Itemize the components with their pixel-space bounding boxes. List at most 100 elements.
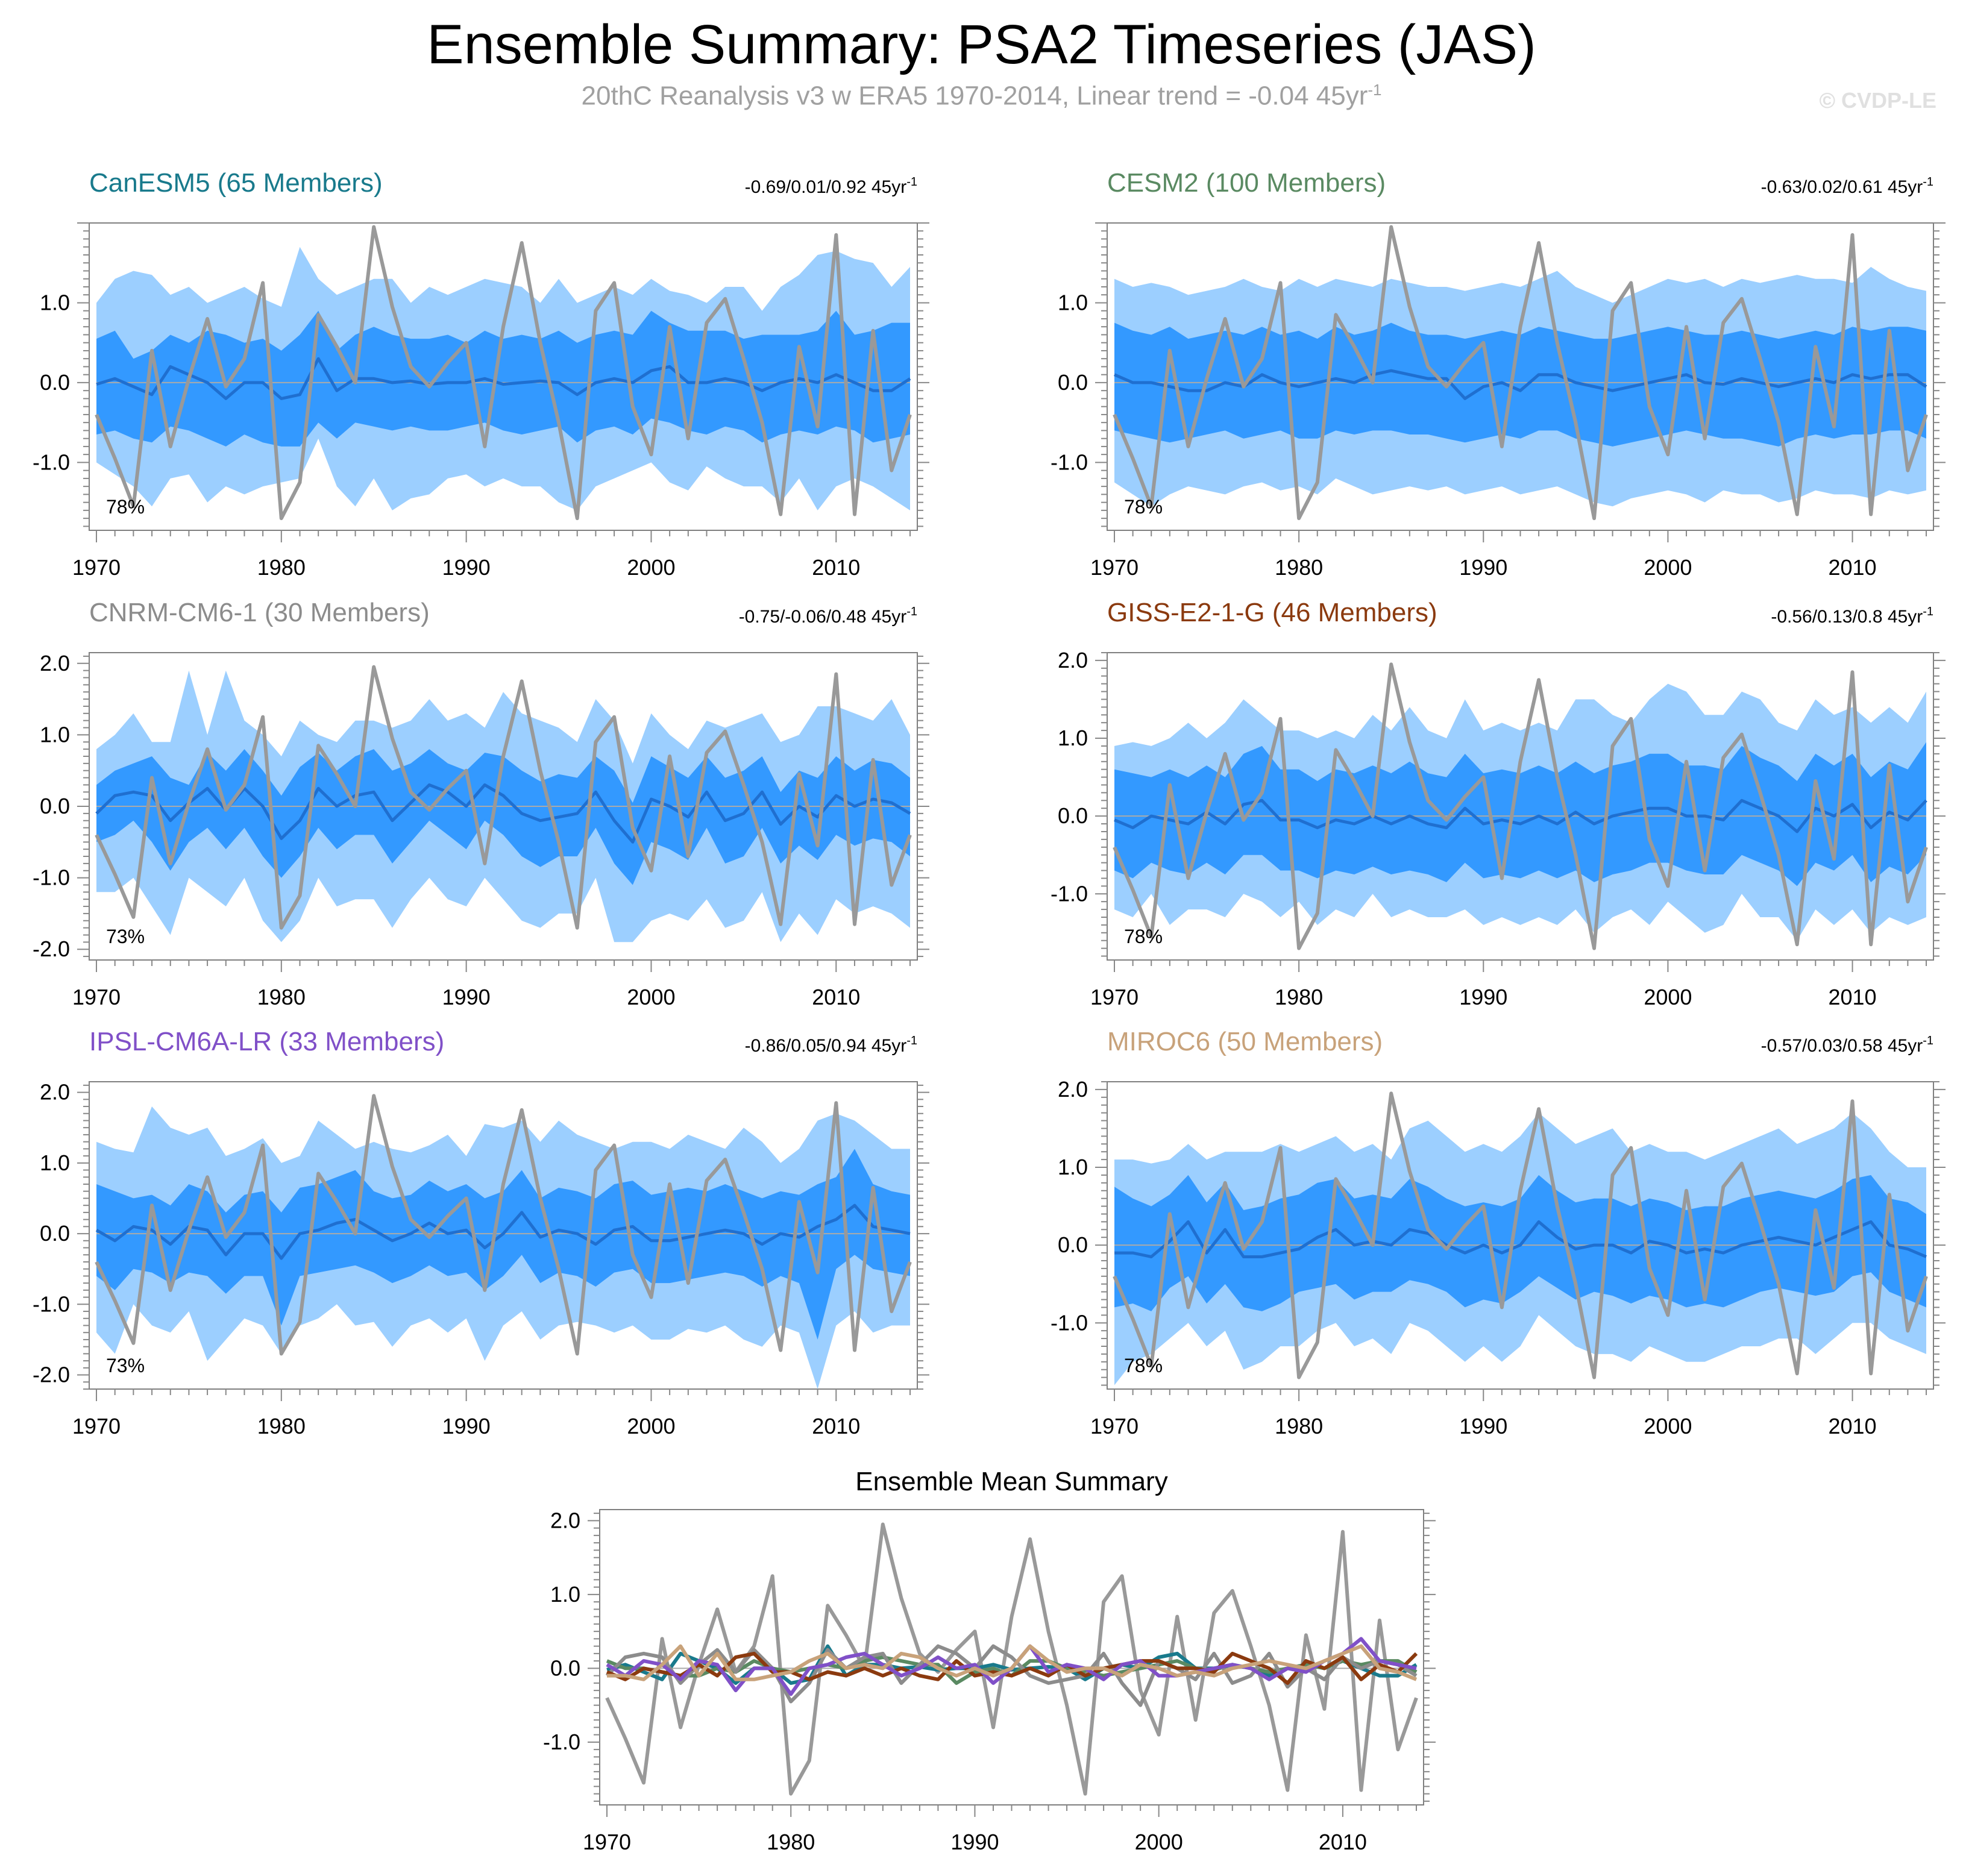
panel-ipsl-cm6a-lr-y-tick-label: -1.0 [33, 1291, 70, 1316]
panel-miroc6-y-tick-label: 2.0 [1058, 1077, 1088, 1102]
panel-cnrm-cm6-1-y-tick-label: 0.0 [40, 794, 70, 818]
panel-giss-e2-1-g-x-tick-label: 2000 [1644, 985, 1692, 1009]
panel-miroc6-title: MIROC6 (50 Members) [1107, 1027, 1383, 1056]
subtitle: 20thC Reanalysis v3 w ERA5 1970-2014, Li… [0, 81, 1963, 111]
panel-canesm5-x-tick-label: 2000 [627, 555, 675, 580]
panel-miroc6-x-tick-label: 2000 [1644, 1414, 1692, 1438]
panel-giss-e2-1-g-percentile-label: 78% [1124, 926, 1163, 947]
panel-cesm2-y-tick-label: 1.0 [1058, 290, 1088, 315]
panel-cesm2-x-tick-label: 1990 [1459, 555, 1507, 580]
panel-canesm5-y-tick-label: -1.0 [33, 450, 70, 474]
panel-miroc6-trend-stats: -0.57/0.03/0.58 45yr-1 [1761, 1034, 1933, 1056]
panel-ipsl-cm6a-lr: IPSL-CM6A-LR (33 Members) -0.86/0.05/0.94… [33, 1027, 929, 1438]
panel-cesm2-x-tick-label: 2010 [1828, 555, 1876, 580]
panel-cnrm-cm6-1-percentile-label: 73% [106, 926, 145, 947]
panel-cnrm-cm6-1-y-tick-label: 1.0 [40, 722, 70, 747]
panel-cnrm-cm6-1-y-tick-label: -2.0 [33, 936, 70, 961]
panel-giss-e2-1-g-y-tick-label: 1.0 [1058, 726, 1088, 750]
panel-miroc6-observed-line [1113, 1091, 1928, 1379]
panel-cesm2-observed-line [1113, 225, 1928, 521]
panel-cnrm-cm6-1-observed-line [95, 665, 912, 930]
panel-cesm2-x-tick-label: 1980 [1275, 555, 1323, 580]
subtitle-superscript: -1 [1368, 81, 1382, 99]
panel-ipsl-cm6a-lr-title: IPSL-CM6A-LR (33 Members) [89, 1027, 444, 1056]
panel-cnrm-cm6-1-title: CNRM-CM6-1 (30 Members) [89, 598, 430, 627]
panel-giss-e2-1-g-trend-stats-superscript: -1 [1923, 605, 1933, 618]
panel-ipsl-cm6a-lr-inner-spread-band [96, 1149, 910, 1340]
panel-canesm5-percentile-label: 78% [106, 496, 145, 518]
panel-cesm2-x-tick-label: 2000 [1644, 555, 1692, 580]
panel-giss-e2-1-g-y-tick-label: -1.0 [1051, 881, 1088, 906]
panel-ipsl-cm6a-lr-x-tick-label: 2010 [812, 1414, 860, 1438]
panel-cnrm-cm6-1-trend-stats-superscript: -1 [906, 605, 917, 618]
panel-cesm2-trend-stats-text: -0.63/0.02/0.61 45yr [1761, 177, 1923, 197]
panel-cesm2-trend-stats: -0.63/0.02/0.61 45yr-1 [1761, 175, 1933, 197]
panel-giss-e2-1-g: GISS-E2-1-G (46 Members) -0.56/0.13/0.8 4… [1051, 598, 1946, 1009]
panel-miroc6-x-tick-label: 1970 [1090, 1414, 1139, 1438]
panel-cnrm-cm6-1-inner-spread-band [96, 749, 910, 885]
panel-ipsl-cm6a-lr-x-tick-label: 1970 [72, 1414, 121, 1438]
panel-miroc6-x-tick-label: 1980 [1275, 1414, 1323, 1438]
panel-giss-e2-1-g-inner-spread-band [1114, 742, 1926, 886]
panel-canesm5-y-tick-label: 0.0 [40, 370, 70, 395]
panel-cesm2-percentile-label: 78% [1124, 496, 1163, 518]
summary-y-tick-label: -1.0 [543, 1730, 580, 1754]
summary-mean-line-miroc6 [607, 1644, 1418, 1681]
copyright-notice: © CVDP-LE [1819, 88, 1936, 113]
panel-ipsl-cm6a-lr-y-tick-label: 0.0 [40, 1221, 70, 1246]
summary-x-tick-label: 1970 [583, 1830, 631, 1854]
panel-ipsl-cm6a-lr-y-tick-label: -2.0 [33, 1363, 70, 1387]
subtitle-text: 20thC Reanalysis v3 w ERA5 1970-2014, Li… [581, 81, 1368, 111]
panel-cesm2-x-tick-label: 1970 [1090, 555, 1139, 580]
summary-mean-line-cnrm-cm6-1 [605, 1644, 1418, 1707]
panel-cnrm-cm6-1-y-tick-label: -1.0 [33, 865, 70, 890]
panel-ipsl-cm6a-lr-percentile-label: 73% [106, 1355, 145, 1376]
panel-ipsl-cm6a-lr-observed-line [95, 1094, 912, 1356]
panel-canesm5-y-tick-label: 1.0 [40, 290, 70, 315]
panel-ipsl-cm6a-lr-trend-stats: -0.86/0.05/0.94 45yr-1 [745, 1034, 917, 1056]
panel-cesm2: CESM2 (100 Members) -0.63/0.02/0.61 45yr-… [1051, 168, 1946, 580]
panel-ipsl-cm6a-lr-trend-stats-text: -0.86/0.05/0.94 45yr [745, 1036, 907, 1056]
panel-canesm5-x-tick-label: 2010 [812, 555, 860, 580]
panel-ipsl-cm6a-lr-x-tick-label: 2000 [627, 1414, 675, 1438]
panel-giss-e2-1-g-x-tick-label: 1970 [1090, 985, 1139, 1009]
panel-cesm2-y-tick-label: 0.0 [1058, 370, 1088, 395]
panel-ipsl-cm6a-lr-x-tick-label: 1980 [257, 1414, 306, 1438]
panel-miroc6-trend-stats-superscript: -1 [1923, 1034, 1933, 1047]
panel-giss-e2-1-g-y-tick-label: 0.0 [1058, 803, 1088, 828]
panel-giss-e2-1-g-title: GISS-E2-1-G (46 Members) [1107, 598, 1437, 627]
panel-miroc6: MIROC6 (50 Members) -0.57/0.03/0.58 45yr-… [1051, 1027, 1946, 1438]
panel-canesm5-x-tick-label: 1990 [442, 555, 491, 580]
panel-giss-e2-1-g-observed-line [1113, 662, 1928, 950]
panel-cnrm-cm6-1-trend-stats-text: -0.75/-0.06/0.48 45yr [739, 607, 907, 627]
panel-giss-e2-1-g-trend-stats: -0.56/0.13/0.8 45yr-1 [1771, 605, 1933, 627]
panel-summary: Ensemble Mean Summary 1970 1980 1990 2000 201… [543, 1467, 1436, 1854]
panel-cesm2-trend-stats-superscript: -1 [1923, 175, 1933, 189]
panel-miroc6-y-tick-label: 0.0 [1058, 1232, 1088, 1257]
summary-x-tick-label: 1980 [767, 1830, 815, 1854]
panel-miroc6-x-tick-label: 1990 [1459, 1414, 1507, 1438]
panel-giss-e2-1-g-trend-stats-text: -0.56/0.13/0.8 45yr [1771, 607, 1923, 627]
panel-miroc6-x-tick-label: 2010 [1828, 1414, 1876, 1438]
panel-giss-e2-1-g-x-tick-label: 1990 [1459, 985, 1507, 1009]
panel-miroc6-ensemble-mean-line [1114, 1220, 1927, 1258]
panel-cesm2-title: CESM2 (100 Members) [1107, 168, 1386, 198]
panel-canesm5-x-tick-label: 1970 [72, 555, 121, 580]
panel-cnrm-cm6-1-x-tick-label: 2010 [812, 985, 860, 1009]
summary-title: Ensemble Mean Summary [855, 1467, 1167, 1496]
panel-canesm5-trend-stats: -0.69/0.01/0.92 45yr-1 [745, 175, 917, 197]
summary-mean-line-giss-e2-1-g [606, 1651, 1418, 1685]
panel-ipsl-cm6a-lr-x-tick-label: 1990 [442, 1414, 491, 1438]
panel-ipsl-cm6a-lr-trend-stats-superscript: -1 [906, 1034, 917, 1047]
panel-canesm5-x-tick-label: 1980 [257, 555, 306, 580]
panel-giss-e2-1-g-y-tick-label: 2.0 [1058, 648, 1088, 673]
panel-canesm5-trend-stats-text: -0.69/0.01/0.92 45yr [745, 177, 907, 197]
panel-cesm2-inner-spread-band [1114, 322, 1926, 447]
panel-cnrm-cm6-1: CNRM-CM6-1 (30 Members) -0.75/-0.06/0.48 … [33, 598, 929, 1009]
panel-canesm5-trend-stats-superscript: -1 [906, 175, 917, 189]
panel-ipsl-cm6a-lr-y-tick-label: 2.0 [40, 1080, 70, 1105]
panel-cnrm-cm6-1-x-tick-label: 2000 [627, 985, 675, 1009]
panel-miroc6-trend-stats-text: -0.57/0.03/0.58 45yr [1761, 1036, 1923, 1056]
panel-cnrm-cm6-1-x-tick-label: 1990 [442, 985, 491, 1009]
panel-ipsl-cm6a-lr-ensemble-mean-line [95, 1203, 911, 1260]
